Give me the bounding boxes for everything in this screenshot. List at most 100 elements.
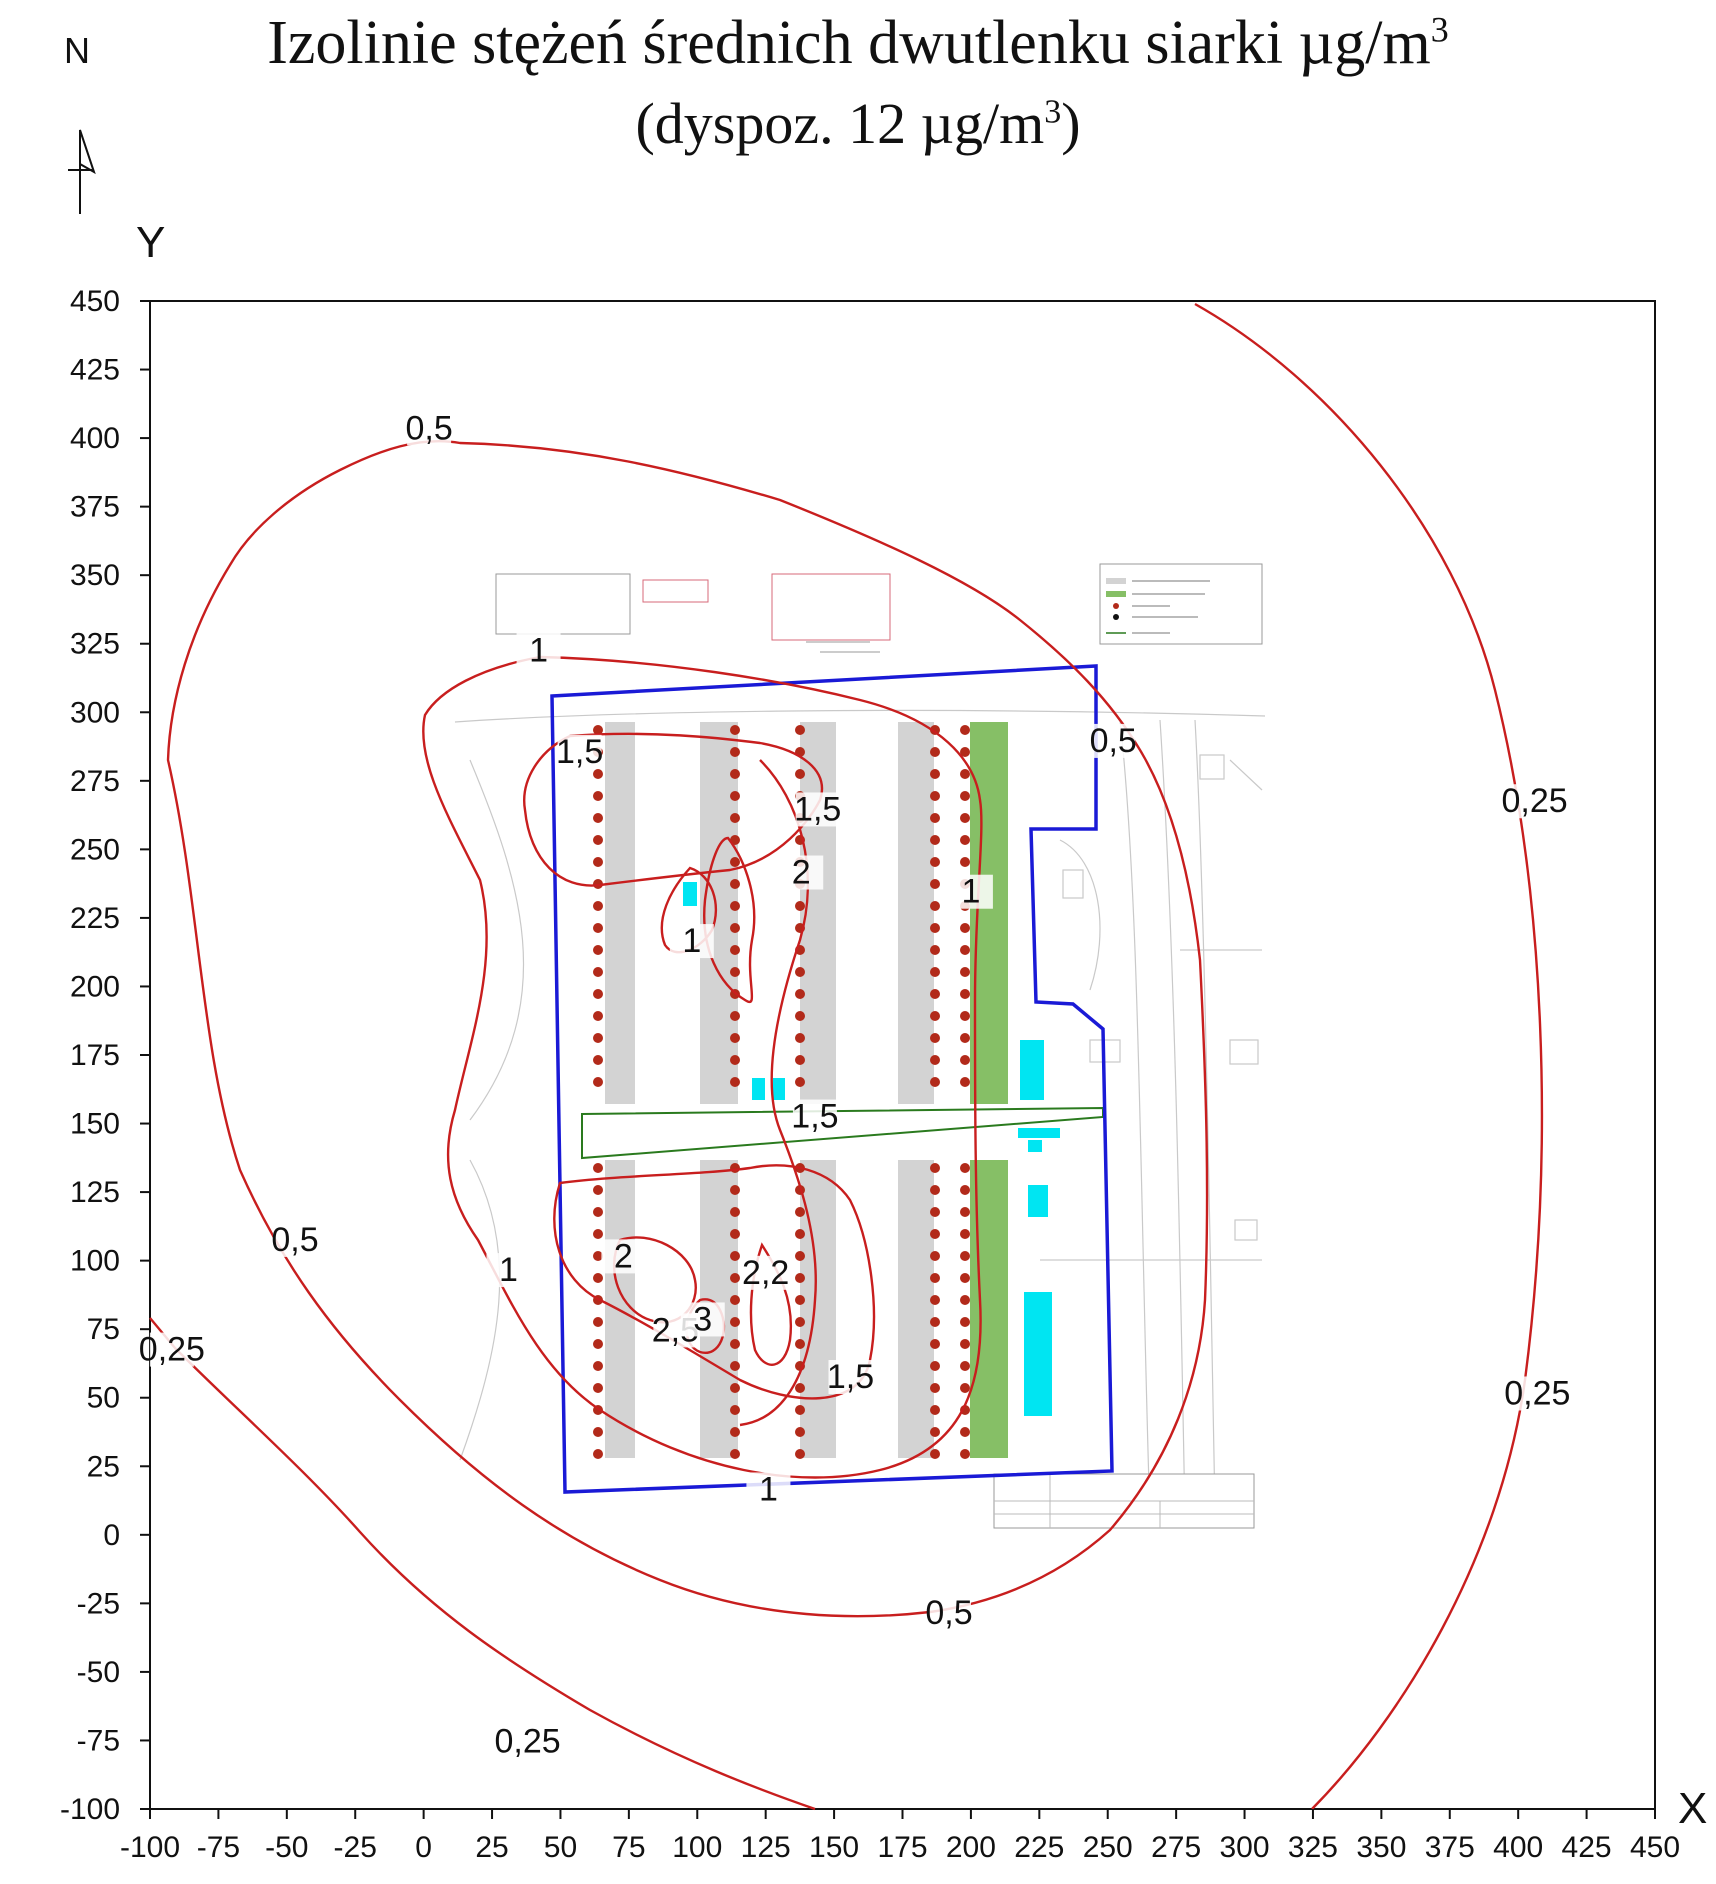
y-tick-label: 0 <box>103 1519 120 1552</box>
site-plan <box>454 563 1266 1529</box>
y-tick-label: 350 <box>70 559 120 592</box>
x-tick-label: 175 <box>877 1831 927 1864</box>
fan-marker <box>930 1339 940 1349</box>
fan-marker <box>795 1229 805 1239</box>
fan-marker <box>730 747 740 757</box>
contour-label-bg <box>601 1239 646 1274</box>
isolines <box>149 302 1544 1811</box>
contour-label: 1,5 <box>791 1098 838 1136</box>
isoline-0-25-east <box>1194 302 1544 1810</box>
fan-marker <box>593 725 603 735</box>
fan-marker <box>593 835 603 845</box>
x-tick-label: 225 <box>1014 1831 1064 1864</box>
y-tick-label: 225 <box>70 902 120 935</box>
background-linework <box>454 709 1266 1521</box>
emitter-unit <box>1018 1128 1060 1138</box>
fan-marker <box>730 1405 740 1415</box>
fan-marker <box>930 835 940 845</box>
fan-marker <box>930 1295 940 1305</box>
fan-marker <box>930 1251 940 1261</box>
fan-marker <box>593 1339 603 1349</box>
emitter-unit <box>1028 1185 1048 1217</box>
fan-marker <box>795 1207 805 1217</box>
contour-label: 3 <box>693 1300 712 1338</box>
fan-marker <box>593 791 603 801</box>
fan-marker <box>930 901 940 911</box>
fan-marker <box>593 1361 603 1371</box>
fan-marker <box>960 791 970 801</box>
y-tick-label: 275 <box>70 765 120 798</box>
x-tick-label: 450 <box>1630 1831 1680 1864</box>
y-tick-label: 200 <box>70 970 120 1003</box>
y-tick-label: 25 <box>87 1450 120 1483</box>
fan-marker <box>960 747 970 757</box>
contour-label: 1,5 <box>794 790 841 828</box>
fan-marker <box>960 1273 970 1283</box>
fan-marker <box>960 725 970 735</box>
fan-marker <box>960 1055 970 1065</box>
fan-marker <box>930 1317 940 1327</box>
fan-marker <box>795 1077 805 1087</box>
contour-label: 0,25 <box>495 1723 561 1761</box>
contour-label-bg <box>828 1360 873 1395</box>
isoline-1-outer <box>422 655 983 1479</box>
contour-label: 2,2 <box>742 1254 789 1292</box>
contour-label-bg <box>743 1255 788 1290</box>
x-tick-label: -25 <box>334 1831 377 1864</box>
fan-marker <box>593 1273 603 1283</box>
fan-marker <box>960 1033 970 1043</box>
fan-marker <box>930 791 940 801</box>
y-tick-label: -100 <box>60 1793 120 1826</box>
fan-marker <box>960 835 970 845</box>
fan-marker <box>593 1163 603 1173</box>
fan-marker <box>593 1011 603 1021</box>
x-tick-label: 200 <box>946 1831 996 1864</box>
fan-marker <box>730 1011 740 1021</box>
contour-label-bg <box>505 1724 550 1759</box>
fan-marker <box>730 945 740 955</box>
fan-marker <box>795 1405 805 1415</box>
fan-marker <box>930 1361 940 1371</box>
contour-label: 0,25 <box>139 1331 205 1369</box>
fan-marker <box>593 967 603 977</box>
contour-label: 1 <box>682 922 701 960</box>
map-title: Izolinie stężeń średnich dwutlenku siark… <box>267 9 1449 77</box>
fan-marker <box>930 1185 940 1195</box>
fan-marker <box>593 945 603 955</box>
fan-marker <box>930 967 940 977</box>
fan-marker <box>930 747 940 757</box>
x-tick-label: 75 <box>612 1831 645 1864</box>
emitter-unit <box>773 1078 785 1100</box>
fan-marker <box>960 1383 970 1393</box>
fan-marker <box>795 901 805 911</box>
y-tick-label: -25 <box>77 1587 120 1620</box>
x-tick-label: 375 <box>1425 1831 1475 1864</box>
y-tick-label: 50 <box>87 1382 120 1415</box>
fan-marker <box>593 1229 603 1239</box>
x-axis-label: X <box>1678 1784 1708 1833</box>
contour-label-bg <box>1512 784 1557 819</box>
x-axis-ticks: -100 -75 -50 -25 0 25 50 75 100 125 150 175 200 225 25… <box>120 1809 1680 1864</box>
barn-layout <box>593 722 1060 1459</box>
fan-marker <box>960 769 970 779</box>
emitter-unit <box>752 1078 765 1100</box>
isoline-1-5-north <box>523 732 823 887</box>
fan-marker <box>730 1229 740 1239</box>
x-tick-label: -75 <box>197 1831 240 1864</box>
fan-marker <box>960 1251 970 1261</box>
x-tick-label: 100 <box>672 1831 722 1864</box>
fan-marker <box>730 1077 740 1087</box>
fan-marker <box>795 1427 805 1437</box>
x-tick-label: 400 <box>1493 1831 1543 1864</box>
fan-marker <box>593 1427 603 1437</box>
fan-marker <box>593 1185 603 1195</box>
contour-label-bg <box>407 411 452 446</box>
y-tick-label: 125 <box>70 1176 120 1209</box>
y-tick-label: 400 <box>70 422 120 455</box>
y-tick-label: 375 <box>70 491 120 524</box>
y-axis-label: Y <box>136 218 166 267</box>
y-tick-label: 325 <box>70 628 120 661</box>
y-tick-label: 75 <box>87 1313 120 1346</box>
fan-marker <box>593 1207 603 1217</box>
